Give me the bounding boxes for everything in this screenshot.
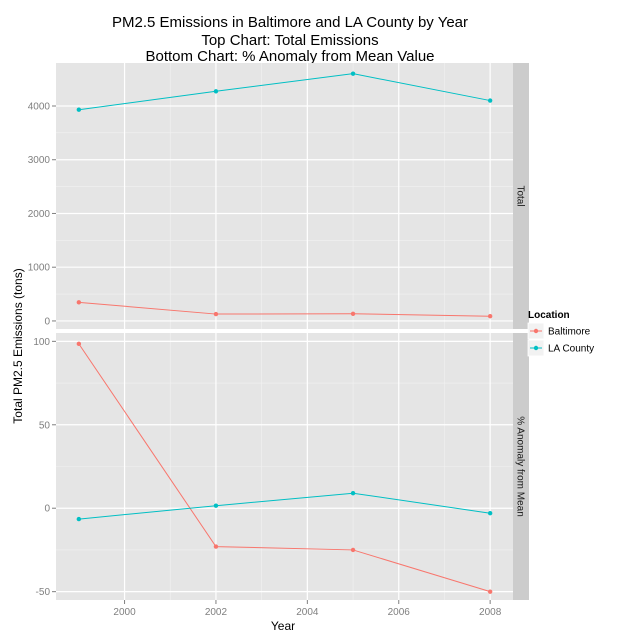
y-tick-label: 100 xyxy=(33,337,50,348)
chart-title-line-2: Top Chart: Total Emissions xyxy=(201,32,378,49)
legend-label-la-county: LA County xyxy=(548,344,594,355)
data-point xyxy=(76,341,82,347)
data-point xyxy=(350,311,356,316)
y-tick-label: -50 xyxy=(36,587,51,598)
legend-label-baltimore: Baltimore xyxy=(548,327,591,338)
data-point xyxy=(213,311,219,317)
data-point xyxy=(350,491,356,496)
y-tick-label: 0 xyxy=(44,316,50,327)
series-line-la-county xyxy=(78,492,491,520)
data-point xyxy=(213,544,219,549)
facet-strip xyxy=(513,63,529,329)
data-point xyxy=(350,71,356,76)
y-tick-label: 50 xyxy=(39,420,51,431)
series-line-baltimore xyxy=(78,343,491,593)
panel-2: -50 0 50 100 % Anomaly from Mean xyxy=(33,333,529,600)
data-point xyxy=(213,503,219,508)
y-tick-label: 1000 xyxy=(28,263,51,274)
y-tick-label: 2000 xyxy=(28,209,51,220)
series-line-la-county xyxy=(78,73,491,111)
y-tick-label: 0 xyxy=(44,504,50,515)
data-point xyxy=(76,107,82,112)
legend-title: Location xyxy=(528,310,570,321)
data-point xyxy=(76,516,82,522)
x-tick-label: 2002 xyxy=(205,607,228,618)
x-axis-title: Year xyxy=(271,619,295,633)
facet-strip-label: % Anomaly from Mean xyxy=(515,416,526,517)
x-tick-label: 2008 xyxy=(479,607,502,618)
data-point xyxy=(487,589,493,594)
legend-key-point xyxy=(533,328,539,334)
panel-1: 0 1000 2000 3000 4000 Total xyxy=(28,63,529,329)
facet-strip xyxy=(513,333,529,600)
x-tick-label: 2000 xyxy=(113,607,136,618)
x-tick-label: 2004 xyxy=(296,607,319,618)
y-axis-title: Total PM2.5 Emissions (tons) xyxy=(11,268,25,423)
data-point xyxy=(76,300,82,305)
x-tick-label: 2006 xyxy=(388,607,411,618)
y-tick-label: 3000 xyxy=(28,155,51,166)
data-point xyxy=(487,98,493,103)
data-point xyxy=(487,314,493,319)
chart-title-line-1: PM2.5 Emissions in Baltimore and LA Coun… xyxy=(112,14,468,31)
facet-strip-label: Total xyxy=(515,185,526,206)
data-point xyxy=(487,511,493,516)
legend-key-point xyxy=(533,345,539,351)
legend: Location Baltimore LA County xyxy=(527,310,594,357)
panel-background xyxy=(56,63,513,329)
chart-title-line-3: Bottom Chart: % Anomaly from Mean Value xyxy=(145,48,434,65)
series-line-baltimore xyxy=(78,301,491,317)
data-point xyxy=(213,89,219,94)
data-point xyxy=(350,547,356,553)
y-tick-label: 4000 xyxy=(28,101,51,112)
